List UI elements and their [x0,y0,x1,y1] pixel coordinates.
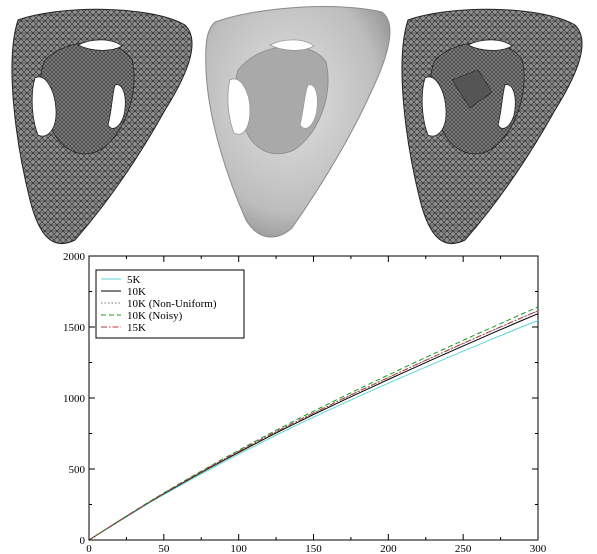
y-tick-label: 1000 [63,393,86,405]
series-line-0 [88,320,539,541]
y-tick-label: 2000 [63,251,86,263]
x-tick-label: 150 [305,543,322,554]
x-tick-label: 250 [455,543,472,554]
legend-label-1: 10K [127,286,146,298]
x-tick-label: 50 [158,543,170,554]
legend-label-0: 5K [127,274,141,286]
mesh-noisy [205,6,391,238]
legend-label-2: 10K (Non-Uniform) [127,298,217,310]
y-tick-label: 0 [80,535,86,547]
x-tick-label: 300 [530,543,547,554]
series-line-4 [88,310,539,541]
mesh-renderings [11,6,583,245]
legend-label-4: 15K [127,322,146,334]
x-tick-label: 0 [86,543,92,554]
x-tick-label: 100 [230,543,247,554]
series-line-3 [88,306,539,541]
x-tick-label: 200 [380,543,397,554]
y-tick-label: 1500 [63,322,86,334]
mesh-nonuniform [401,8,583,245]
legend-label-3: 10K (Noisy) [127,310,183,322]
mesh-original [11,8,193,245]
y-tick-label: 500 [69,464,86,476]
series-line-2 [88,310,539,541]
